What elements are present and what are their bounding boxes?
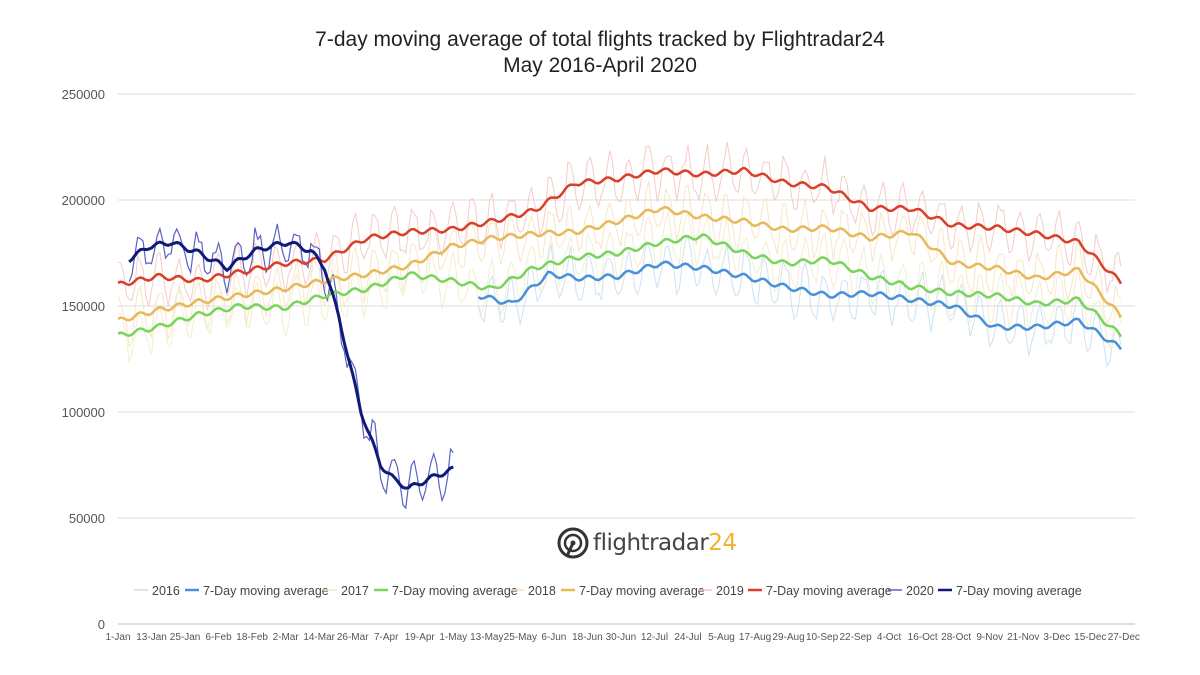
x-tick-label: 18-Jun <box>572 632 603 643</box>
y-tick-label: 250000 <box>62 87 105 102</box>
flightradar24-logo: flightradar24 <box>557 526 737 560</box>
x-tick-label: 25-May <box>504 632 537 643</box>
x-tick-label: 25-Jan <box>170 632 201 643</box>
x-tick-label: 1-May <box>439 632 467 643</box>
series-2016-daily-line <box>477 234 1122 368</box>
x-tick-label: 1-Jan <box>105 632 130 643</box>
x-tick-label: 26-Mar <box>337 632 369 643</box>
x-tick-label: 6-Jun <box>541 632 566 643</box>
x-tick-label: 28-Oct <box>941 632 971 643</box>
legend-label: 7-Day moving average <box>956 584 1082 598</box>
logo-number: 24 <box>708 530 737 556</box>
series-2019-daily-line <box>117 141 1122 311</box>
legend-label: 2020 <box>906 584 934 598</box>
x-tick-label: 5-Aug <box>708 632 735 643</box>
series-2018-daily-line <box>117 181 1122 349</box>
series-ma2020-line <box>128 240 454 490</box>
y-tick-label: 150000 <box>62 299 105 314</box>
x-tick-label: 21-Nov <box>1007 632 1039 643</box>
x-tick-label: 13-Jan <box>136 632 167 643</box>
legend-label: 7-Day moving average <box>392 584 518 598</box>
x-tick-label: 14-Mar <box>303 632 335 643</box>
x-tick-label: 3-Dec <box>1043 632 1070 643</box>
x-tick-label: 19-Apr <box>405 632 436 643</box>
series-ma2019-line <box>117 166 1123 287</box>
legend-label: 2018 <box>528 584 556 598</box>
x-tick-label: 7-Apr <box>374 632 399 643</box>
x-tick-label: 27-Dec <box>1108 632 1140 643</box>
series-ma2018-line <box>117 205 1123 322</box>
x-tick-label: 15-Dec <box>1074 632 1106 643</box>
radar-icon <box>557 527 589 559</box>
legend-label: 2019 <box>716 584 744 598</box>
chart-subtitle: May 2016-April 2020 <box>503 54 697 77</box>
series-ma2016-line <box>477 260 1123 351</box>
series-ma2017-line <box>117 233 1123 338</box>
logo-text: flightradar <box>593 530 709 556</box>
x-tick-label: 6-Feb <box>206 632 233 643</box>
legend-label: 7-Day moving average <box>766 584 892 598</box>
x-tick-label: 2-Mar <box>273 632 300 643</box>
series-2017-daily-line <box>117 212 1122 363</box>
legend-label: 7-Day moving average <box>203 584 329 598</box>
x-tick-label: 30-Jun <box>606 632 637 643</box>
x-tick-label: 9-Nov <box>976 632 1003 643</box>
x-tick-label: 17-Aug <box>739 632 771 643</box>
y-tick-label: 50000 <box>69 511 105 526</box>
legend-label: 7-Day moving average <box>579 584 705 598</box>
x-tick-label: 29-Aug <box>772 632 804 643</box>
y-tick-label: 200000 <box>62 193 105 208</box>
x-tick-label: 24-Jul <box>674 632 701 643</box>
chart-title: 7-day moving average of total flights tr… <box>315 28 885 51</box>
legend-label: 2016 <box>152 584 180 598</box>
x-tick-label: 12-Jul <box>641 632 668 643</box>
legend-label: 2017 <box>341 584 369 598</box>
x-tick-label: 4-Oct <box>877 632 902 643</box>
x-tick-label: 18-Feb <box>236 632 268 643</box>
x-tick-label: 13-May <box>470 632 503 643</box>
x-tick-label: 22-Sep <box>839 632 872 643</box>
y-tick-label: 100000 <box>62 405 105 420</box>
x-tick-label: 10-Sep <box>806 632 839 643</box>
x-tick-label: 16-Oct <box>908 632 938 643</box>
y-tick-label: 0 <box>98 617 105 632</box>
